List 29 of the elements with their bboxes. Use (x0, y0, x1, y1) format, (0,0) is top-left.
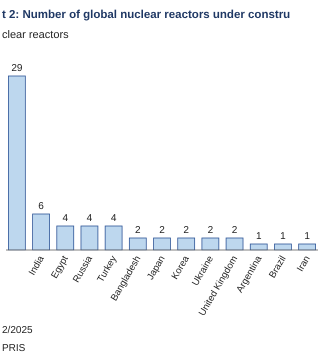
bar (177, 238, 196, 250)
data-label: 2 (208, 225, 214, 236)
data-label: 2 (135, 225, 142, 236)
bar (128, 238, 147, 250)
data-label: 1 (280, 231, 286, 242)
x-tick-label: Iran (295, 254, 313, 274)
data-label: 4 (62, 213, 68, 224)
data-label: 1 (304, 231, 310, 242)
chart-subtitle: clear reactors (2, 29, 70, 41)
text: PRIS (2, 343, 26, 354)
data-label: 2 (159, 225, 166, 236)
data-label: 1 (256, 231, 262, 242)
bar (56, 226, 74, 250)
text: 2/2025 (2, 325, 34, 336)
data-label: 6 (38, 201, 44, 212)
bar (8, 76, 26, 250)
bar (202, 238, 220, 250)
data-label: 4 (110, 213, 117, 224)
bar (104, 226, 122, 250)
bar (153, 238, 171, 250)
data-label: 29 (11, 63, 23, 74)
bar (274, 244, 292, 250)
data-label: 2 (232, 225, 238, 236)
bar (32, 214, 50, 250)
bar (226, 238, 244, 250)
data-label: 2 (183, 225, 190, 236)
chart-title: t 2: Number of global nuclear reactors under constru (2, 9, 290, 21)
bar (80, 226, 98, 250)
data-label: 4 (86, 213, 93, 224)
